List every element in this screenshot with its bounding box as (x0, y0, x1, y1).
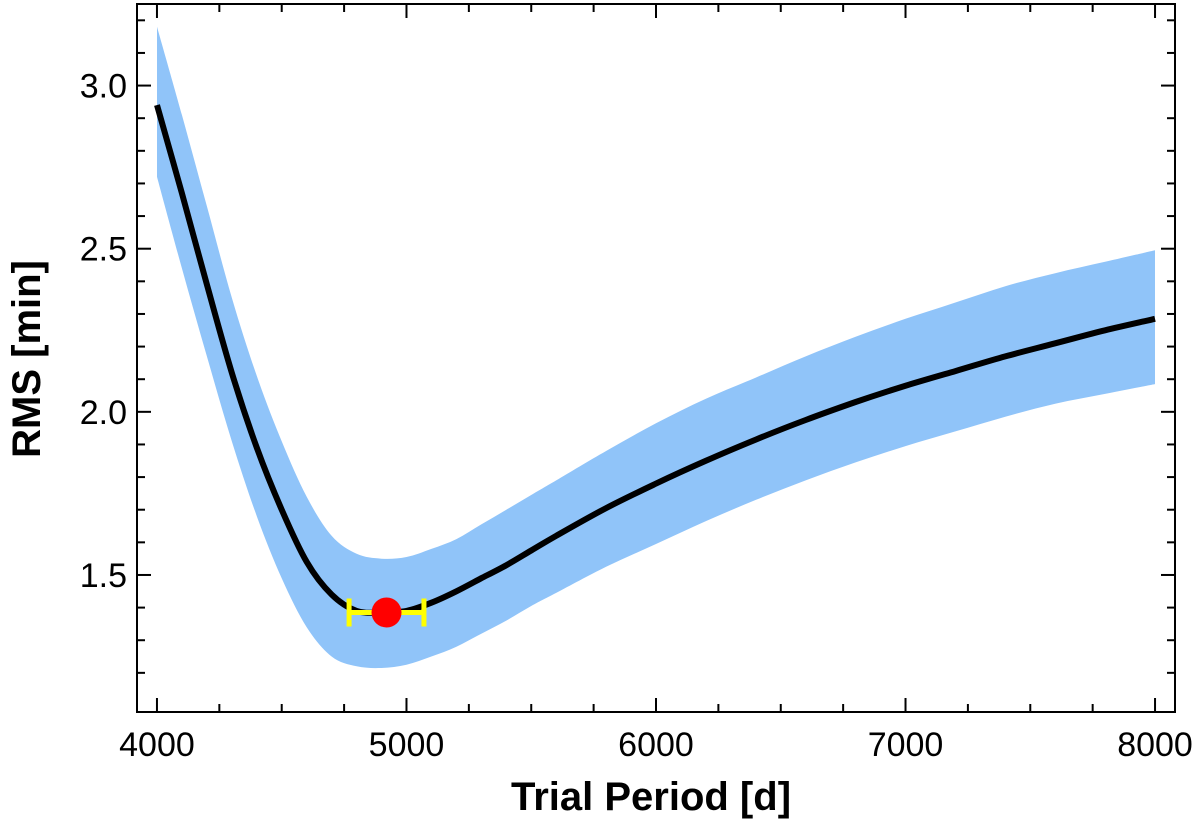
x-tick-label: 6000 (618, 726, 694, 764)
y-tick-label: 1.5 (80, 557, 127, 595)
rms-curve (154, 104, 1156, 616)
x-tick-label: 7000 (868, 726, 944, 764)
y-tick-label: 2.0 (80, 394, 127, 432)
axes: 4000 5000 6000 7000 8000 1.5 2.0 2.5 3.0 (80, 3, 1193, 764)
y-axis-title: RMS [min] (5, 260, 49, 458)
x-tick-label: 4000 (119, 726, 195, 764)
x-tick-label: 5000 (369, 726, 445, 764)
uncertainty-band (157, 26, 1155, 669)
plot-area (154, 26, 1156, 669)
x-tick-label: 8000 (1117, 726, 1193, 764)
x-axis-title: Trial Period [d] (511, 775, 791, 819)
best-period-marker (371, 597, 402, 628)
y-tick-label: 3.0 (80, 68, 127, 106)
y-tick-label: 2.5 (80, 231, 127, 269)
